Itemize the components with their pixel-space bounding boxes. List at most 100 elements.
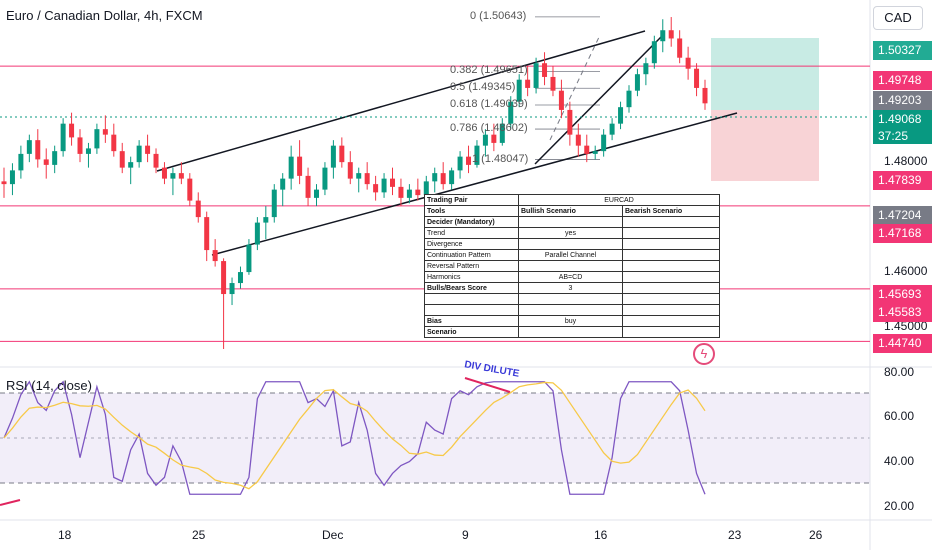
table-cell [518,260,623,272]
candlestick-series [1,17,708,350]
price-label: 1.49203 [873,91,932,110]
fib-level-label: 0.786 (1.48602) [450,122,528,135]
time-tick: 25 [192,528,206,542]
candle-body [52,151,58,165]
table-cell: Parallel Channel [518,249,623,261]
fibonacci-retracement[interactable] [535,16,600,160]
fib-level-label: 0.5 (1.49345) [450,81,516,94]
channel-upper-line[interactable] [156,30,646,172]
divergence-line-left[interactable] [0,499,21,506]
fib-level-label: 0.618 (1.49039) [450,98,528,111]
candle-body [432,173,438,182]
candle-body [440,173,446,185]
rsi-tick: 80.00 [884,365,915,379]
table-row [424,293,720,305]
price-label: 1.47204 [873,206,932,225]
table-cell [518,216,623,228]
table-row: Bias buy [424,315,720,327]
candle-body [297,156,303,176]
take-profit-zone[interactable] [711,38,819,110]
table-cell [622,315,720,327]
candle-body [178,173,184,179]
candle-body [474,145,480,165]
price-tick: 1.48000 [884,154,928,169]
candle-body [263,217,269,223]
candle-body [685,57,691,69]
candle-body [1,181,7,185]
candle-body [702,87,708,104]
table-cell [622,304,720,316]
candle-body [542,63,548,77]
candle-body [246,244,252,273]
candle-body [339,145,345,163]
stop-loss-zone[interactable] [711,110,819,181]
candle-body [533,63,539,88]
price-label-value: 1.45583 [878,305,922,319]
channel-lower-line[interactable] [211,112,738,256]
candle-body [381,178,387,193]
candle-body [567,109,573,135]
table-cell [622,326,720,338]
candle-body [330,145,336,168]
rsi-tick: 60.00 [884,409,915,423]
candle-body [364,173,370,185]
candle-body [60,123,66,152]
candle-body [313,189,319,198]
currency-button[interactable]: CAD [873,6,923,30]
table-cell: Trend [424,227,519,239]
candle-body [280,178,286,190]
table-cell [622,227,720,239]
price-label: 1.47839 [873,171,932,190]
candle-body [204,217,210,251]
candle-body [35,140,41,160]
flash-icon[interactable]: ϟ [693,343,715,365]
candle-body [136,145,142,163]
candle-body [609,123,615,135]
table-cell: Reversal Pattern [424,260,519,272]
table-cell [622,216,720,228]
time-tick: 26 [809,528,823,542]
rsi-line [3,380,706,495]
price-label: 1.49068 37:25 [873,110,932,144]
candle-body [9,170,15,185]
price-label: 1.45583 [873,303,932,322]
price-label: 1.47168 [873,224,932,243]
col-bullish: Bullish Scenario [518,205,623,217]
price-tick: 1.46000 [884,264,928,279]
price-label: 1.50327 [873,41,932,60]
trend-line-steep[interactable] [534,35,663,165]
candle-body [102,129,108,135]
candle-body [643,63,649,75]
candle-body [43,159,49,165]
candle-body [69,123,75,138]
table-cell [424,293,519,305]
candle-body [516,79,522,102]
table-row: Scenario [424,326,720,338]
candle-body [466,156,472,165]
projection-dashed-line [549,34,601,141]
candle-body [187,178,193,201]
candle-body [347,162,353,179]
table-cell [622,249,720,261]
divergence-line[interactable] [464,377,511,393]
table-cell [622,282,720,294]
candle-body [271,189,277,218]
price-label: 1.44740 [873,334,932,353]
candle-body [237,272,243,284]
candle-body [77,137,83,154]
candle-body [356,173,362,179]
table-cell [622,238,720,250]
price-label-value: 1.47839 [878,173,922,187]
table-cell [424,304,519,316]
candle-body [322,167,328,190]
candle-body [457,156,463,171]
candle-body [601,134,607,152]
table-row: Trend yes [424,227,720,239]
candle-body [85,148,91,154]
table-cell: Bulls/Bears Score [424,282,519,294]
price-label-value: 1.50327 [878,43,922,57]
candle-body [626,90,632,108]
candle-body [525,79,531,88]
